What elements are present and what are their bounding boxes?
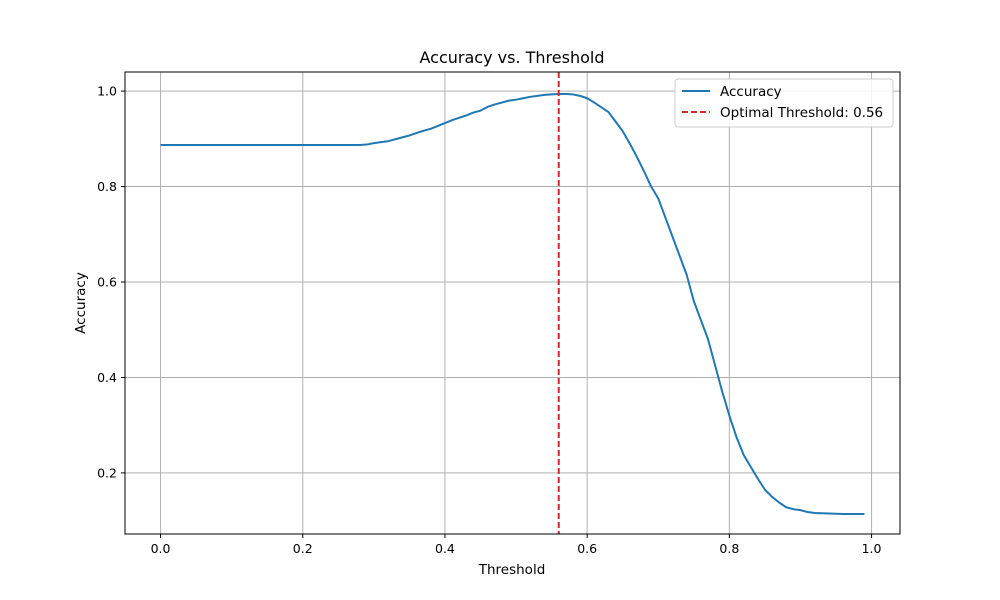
x-tick-label: 1.0 (862, 541, 882, 556)
x-tick-label: 0.0 (151, 541, 171, 556)
legend-label-accuracy: Accuracy (720, 84, 782, 100)
x-tick-label: 0.2 (293, 541, 313, 556)
x-tick-label: 0.6 (577, 541, 597, 556)
x-axis-label: Threshold (478, 562, 546, 578)
x-tick-label: 0.8 (719, 541, 739, 556)
legend: Accuracy Optimal Threshold: 0.56 (674, 78, 894, 128)
legend-label-optimal-threshold: Optimal Threshold: 0.56 (720, 105, 883, 121)
y-tick-label: 0.6 (97, 275, 117, 290)
y-tick-label: 0.4 (97, 370, 117, 385)
legend-box (674, 78, 894, 128)
plot-area (160, 72, 865, 534)
y-tick-label: 1.0 (97, 84, 117, 99)
x-tick-label: 0.4 (435, 541, 455, 556)
y-tick-label: 0.2 (97, 465, 117, 480)
y-tick-label: 0.8 (97, 179, 117, 194)
chart-title: Accuracy vs. Threshold (420, 48, 605, 67)
ticks: 0.0 0.2 0.4 0.6 0.8 1.0 0.2 0.4 0.6 0.8 1.0 (97, 84, 881, 556)
accuracy-line (160, 92, 865, 515)
y-axis-label: Accuracy (73, 272, 89, 334)
axes-frame (124, 71, 901, 535)
